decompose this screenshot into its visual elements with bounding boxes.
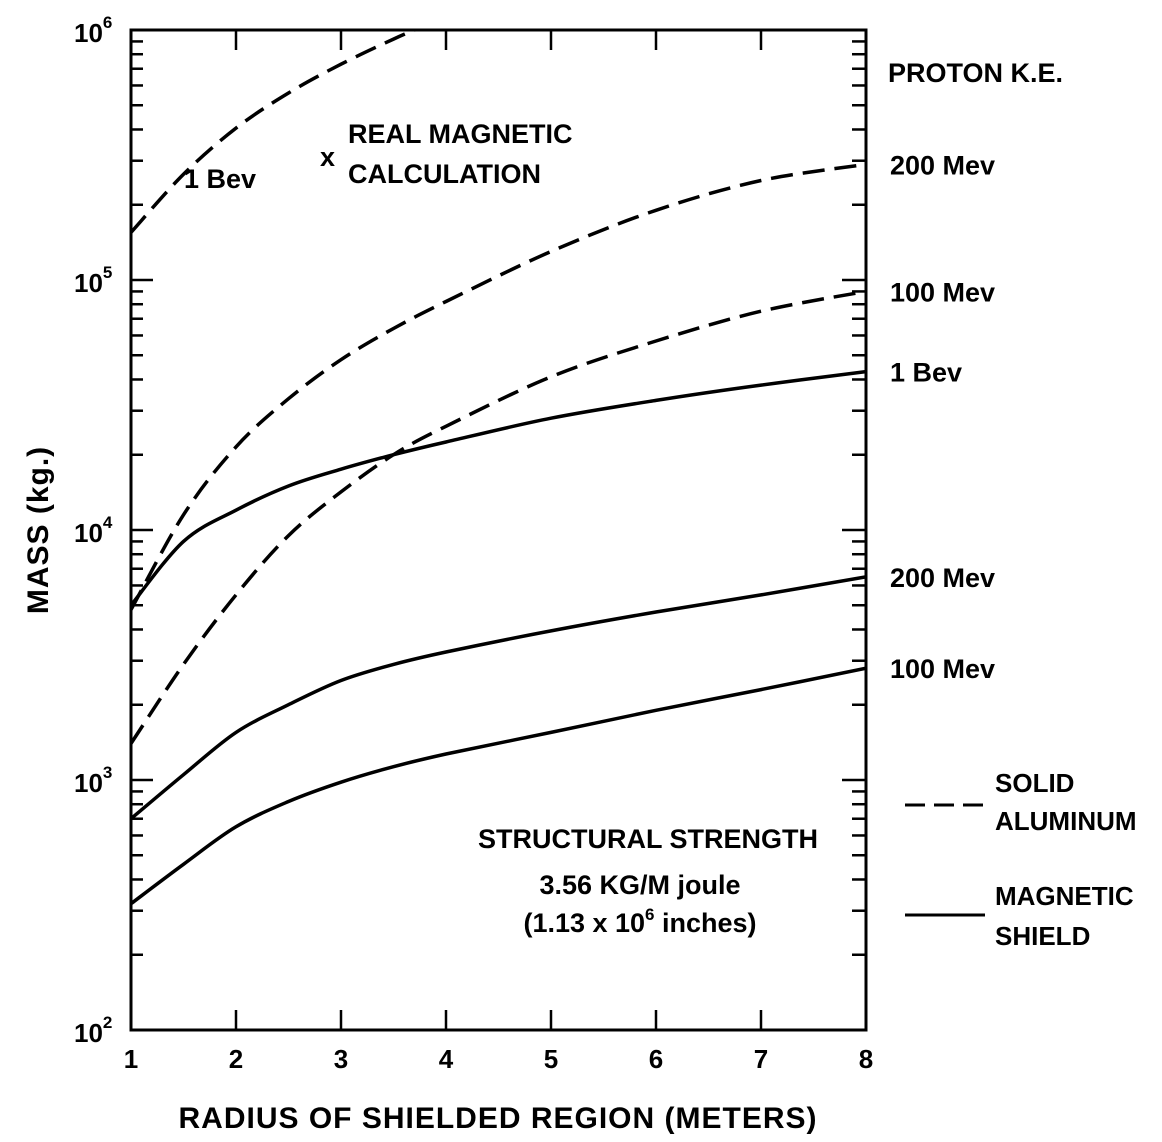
structural-strength-line1: STRUCTURAL STRENGTH: [478, 824, 818, 854]
legend-aluminum-line2: ALUMINUM: [995, 806, 1137, 836]
y-tick-label: 105: [74, 263, 112, 298]
y-tick-base: 10: [74, 1018, 103, 1048]
right-header-label: PROTON K.E.: [888, 58, 1063, 88]
real-calculation-line1: REAL MAGNETIC: [348, 119, 573, 149]
y-tick-label: 103: [74, 763, 112, 798]
legend-magnetic-line1: MAGNETIC: [995, 881, 1134, 911]
structural-strength-line3-exp: 6: [645, 905, 654, 924]
y-tick-base: 10: [74, 268, 103, 298]
y-tick-base: 10: [74, 18, 103, 48]
y-tick-base: 10: [74, 768, 103, 798]
x-tick-label: 1: [124, 1044, 138, 1074]
series-lines: [131, 30, 866, 906]
series-line-aluminum-1-bev: [131, 30, 416, 234]
series-labels: 1 Bev 200 Mev 100 Mev 1 Bev 200 Mev 100 Mev: [184, 150, 995, 684]
x-tick-label: 5: [544, 1044, 558, 1074]
x-axis-title: RADIUS OF SHIELDED REGION (METERS): [178, 1102, 817, 1135]
y-tick-base: 10: [74, 518, 103, 548]
series-label: 1 Bev: [184, 164, 256, 194]
x-tick-label: 2: [229, 1044, 243, 1074]
x-tick-label: 6: [649, 1044, 663, 1074]
structural-strength-line3-pre: (1.13 x 10: [523, 908, 645, 938]
series-line-magnetic-100-mev: [131, 666, 866, 906]
y-axis-title: MASS (kg.): [22, 446, 55, 614]
real-calculation-marker: x: [320, 142, 335, 172]
y-tick-exponent: 2: [103, 1013, 112, 1032]
real-calculation-line2: CALCULATION: [348, 159, 541, 189]
y-tick-exponent: 6: [103, 13, 112, 32]
x-tick-label: 7: [754, 1044, 768, 1074]
x-tick-label: 8: [859, 1044, 873, 1074]
y-tick-exponent: 3: [103, 763, 112, 782]
series-line-magnetic-1-bev: [131, 369, 866, 607]
x-tick-labels: 1 2 3 4 5 6 7 8: [124, 1044, 873, 1074]
structural-strength-line2: 3.56 KG/M joule: [539, 870, 740, 900]
series-label: 100 Mev: [890, 654, 995, 684]
tick-marks: [129, 28, 868, 1032]
legend-aluminum-line1: SOLID: [995, 768, 1074, 798]
series-label: 100 Mev: [890, 277, 995, 307]
x-tick-label: 3: [334, 1044, 348, 1074]
structural-strength-line3-post: inches): [655, 908, 757, 938]
structural-strength-line3: (1.13 x 106 inches): [523, 905, 756, 938]
y-tick-label: 104: [74, 513, 113, 548]
series-line-aluminum-100-mev: [131, 289, 866, 745]
series-label: 1 Bev: [890, 358, 962, 388]
series-line-magnetic-200-mev: [131, 575, 866, 821]
x-tick-label: 4: [439, 1044, 454, 1074]
series-line-aluminum-200-mev: [131, 162, 866, 611]
y-tick-label: 102: [74, 1013, 112, 1048]
y-tick-exponent: 4: [103, 513, 113, 532]
y-tick-exponent: 5: [103, 263, 112, 282]
series-label: 200 Mev: [890, 563, 995, 593]
series-label: 200 Mev: [890, 150, 995, 180]
y-tick-label: 106: [74, 13, 112, 48]
legend-magnetic-line2: SHIELD: [995, 921, 1090, 951]
legend: SOLID ALUMINUM MAGNETIC SHIELD: [905, 768, 1137, 951]
